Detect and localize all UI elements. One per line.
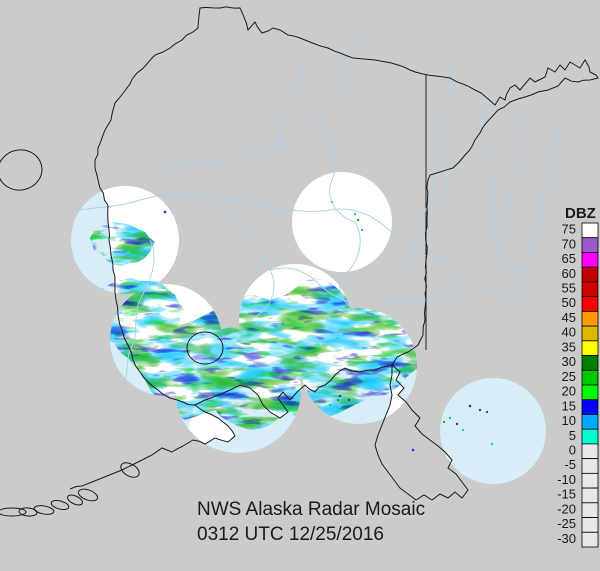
svg-text:70: 70 [562, 236, 576, 251]
svg-text:DBZ: DBZ [565, 205, 596, 222]
svg-text:55: 55 [562, 281, 576, 296]
svg-text:-30: -30 [557, 531, 576, 546]
svg-text:60: 60 [562, 266, 576, 281]
svg-text:65: 65 [562, 251, 576, 266]
svg-text:45: 45 [562, 310, 576, 325]
svg-text:35: 35 [562, 339, 576, 354]
svg-text:NWS Alaska Radar Mosaic: NWS Alaska Radar Mosaic [197, 499, 425, 520]
svg-text:40: 40 [562, 325, 576, 340]
svg-text:5: 5 [569, 428, 576, 443]
svg-text:-25: -25 [557, 516, 576, 531]
svg-text:0312 UTC 12/25/2016: 0312 UTC 12/25/2016 [197, 524, 384, 545]
svg-text:30: 30 [562, 354, 576, 369]
svg-text:-20: -20 [557, 501, 576, 516]
svg-text:10: 10 [562, 413, 576, 428]
svg-text:0: 0 [569, 443, 576, 458]
svg-text:-10: -10 [557, 472, 576, 487]
svg-text:-15: -15 [557, 487, 576, 502]
svg-text:75: 75 [562, 222, 576, 237]
svg-text:50: 50 [562, 295, 576, 310]
svg-text:25: 25 [562, 369, 576, 384]
svg-text:-5: -5 [564, 457, 576, 472]
svg-text:15: 15 [562, 398, 576, 413]
svg-text:20: 20 [562, 384, 576, 399]
